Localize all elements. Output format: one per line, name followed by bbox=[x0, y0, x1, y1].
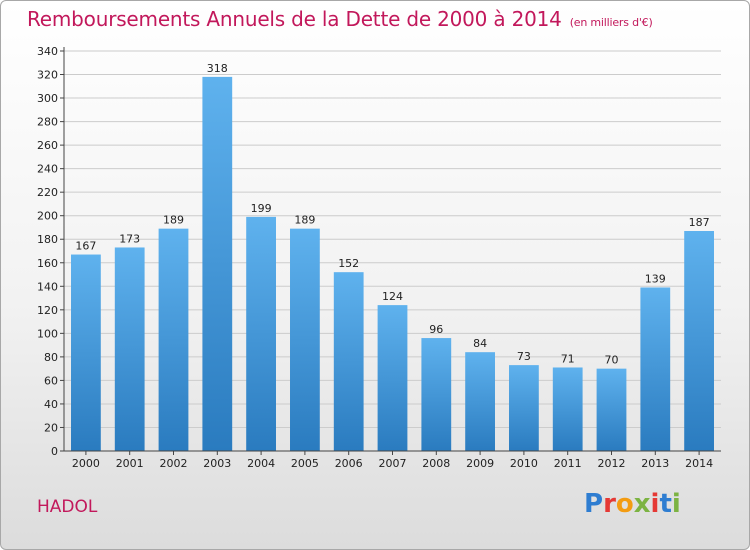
bar-2014 bbox=[684, 231, 714, 451]
y-tick-label: 20 bbox=[44, 421, 58, 434]
y-tick-label: 80 bbox=[44, 351, 58, 364]
commune-name: HADOL bbox=[37, 497, 98, 517]
bars: 167 173 189 318 199 189 152 124 96 84 73 71 70 139 187 bbox=[71, 62, 714, 451]
x-tick-label: 2005 bbox=[291, 457, 319, 470]
data-label: 96 bbox=[429, 323, 443, 336]
bar-2007 bbox=[377, 305, 408, 451]
logo-letter: P bbox=[584, 489, 604, 519]
x-tick-label: 2006 bbox=[335, 457, 363, 470]
chart-title: Remboursements Annuels de la Dette de 20… bbox=[27, 7, 653, 31]
x-tick-label: 2001 bbox=[116, 457, 144, 470]
bar-2004 bbox=[246, 216, 276, 451]
bar-2002 bbox=[158, 228, 189, 451]
bar-2006 bbox=[333, 272, 364, 451]
x-tick-label: 2011 bbox=[554, 457, 582, 470]
y-tick-label: 140 bbox=[37, 280, 58, 293]
logo-letter: x bbox=[633, 489, 651, 519]
y-tick-label: 320 bbox=[37, 69, 58, 82]
data-label: 187 bbox=[689, 216, 710, 229]
proxiti-logo: Proxiti bbox=[584, 489, 681, 519]
x-tick-label: 2004 bbox=[247, 457, 275, 470]
data-label: 189 bbox=[163, 214, 184, 227]
y-axis: 0 20 40 60 80 100 120 140 160 180 200 220 240 260 280 3… bbox=[37, 45, 65, 458]
data-label: 139 bbox=[645, 272, 666, 285]
y-tick-label: 60 bbox=[44, 374, 58, 387]
data-label: 84 bbox=[473, 337, 487, 350]
bar-2005 bbox=[290, 228, 320, 451]
y-tick-label: 260 bbox=[37, 139, 58, 152]
logo-letter: i bbox=[650, 489, 660, 519]
logo-letter: i bbox=[671, 489, 681, 519]
data-label: 189 bbox=[294, 214, 315, 227]
data-label: 70 bbox=[605, 354, 619, 367]
data-label: 152 bbox=[338, 257, 359, 270]
y-tick-label: 240 bbox=[37, 163, 58, 176]
bar-2001 bbox=[114, 247, 145, 451]
x-tick-label: 2000 bbox=[72, 457, 100, 470]
y-tick-label: 160 bbox=[37, 257, 58, 270]
logo-letter: r bbox=[603, 489, 616, 519]
bar-2011 bbox=[552, 367, 583, 451]
bar-2012 bbox=[596, 368, 627, 451]
data-label: 318 bbox=[207, 62, 228, 75]
y-tick-label: 200 bbox=[37, 210, 58, 223]
x-tick-label: 2003 bbox=[203, 457, 231, 470]
logo-letter: o bbox=[615, 489, 634, 519]
data-label: 173 bbox=[119, 232, 140, 245]
x-tick-label: 2010 bbox=[510, 457, 538, 470]
bar-2008 bbox=[421, 338, 452, 451]
x-tick-label: 2008 bbox=[422, 457, 450, 470]
y-tick-label: 220 bbox=[37, 186, 58, 199]
y-tick-label: 0 bbox=[51, 445, 58, 458]
data-label: 199 bbox=[251, 202, 272, 215]
y-tick-label: 300 bbox=[37, 92, 58, 105]
x-tick-label: 2007 bbox=[379, 457, 407, 470]
y-tick-label: 120 bbox=[37, 304, 58, 317]
y-tick-label: 280 bbox=[37, 116, 58, 129]
y-tick-label: 40 bbox=[44, 398, 58, 411]
data-label: 124 bbox=[382, 290, 403, 303]
logo-letter: t bbox=[659, 489, 672, 519]
y-tick-label: 180 bbox=[37, 233, 58, 246]
bar-2013 bbox=[640, 287, 671, 451]
y-tick-label: 340 bbox=[37, 45, 58, 58]
data-label: 167 bbox=[75, 240, 96, 253]
x-tick-label: 2013 bbox=[641, 457, 669, 470]
x-tick-label: 2002 bbox=[160, 457, 188, 470]
bar-2000 bbox=[71, 254, 101, 451]
x-tick-label: 2012 bbox=[598, 457, 626, 470]
x-tick-label: 2014 bbox=[685, 457, 713, 470]
data-label: 71 bbox=[561, 352, 575, 365]
y-tick-label: 100 bbox=[37, 327, 58, 340]
unit-note: (en milliers d'€) bbox=[569, 16, 653, 29]
bar-2010 bbox=[509, 365, 539, 451]
bar-2009 bbox=[465, 352, 495, 451]
bar-2003 bbox=[202, 76, 233, 451]
data-label: 73 bbox=[517, 350, 531, 363]
x-tick-label: 2009 bbox=[466, 457, 494, 470]
x-axis: 2000 2001 2002 2003 2004 2005 2006 2007 2008 2009… bbox=[64, 450, 721, 470]
